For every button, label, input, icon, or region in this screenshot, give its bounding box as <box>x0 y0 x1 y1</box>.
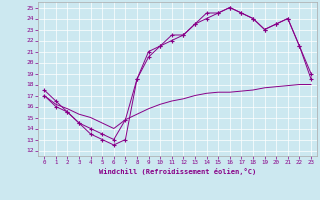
X-axis label: Windchill (Refroidissement éolien,°C): Windchill (Refroidissement éolien,°C) <box>99 168 256 175</box>
